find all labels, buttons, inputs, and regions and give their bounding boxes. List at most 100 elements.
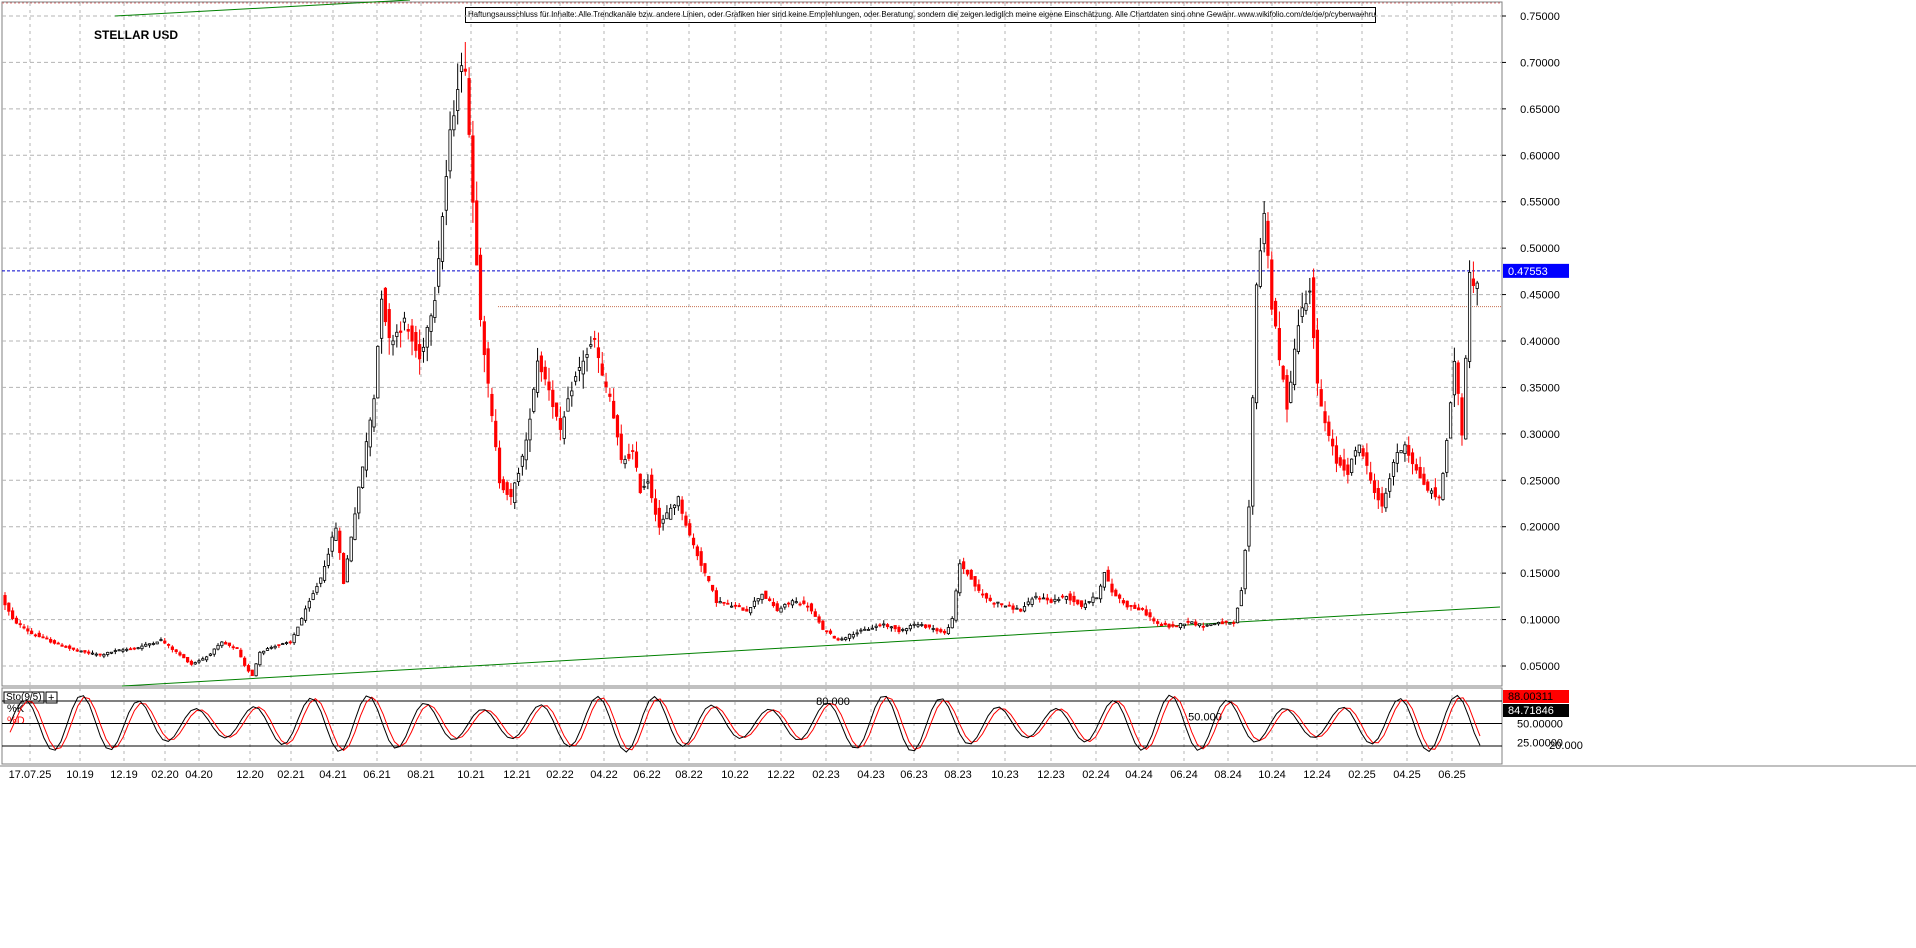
candle-body <box>1144 609 1148 616</box>
candle-body <box>551 389 555 408</box>
candle-body <box>262 650 266 654</box>
candle-body <box>558 418 563 430</box>
candle-body <box>992 602 996 605</box>
candle-body <box>1384 492 1388 509</box>
candle-body <box>1247 506 1251 547</box>
y-tick-label: 0.25000 <box>1520 475 1560 487</box>
candle-body <box>920 624 924 626</box>
candle-body <box>653 498 658 515</box>
candle-body <box>593 338 597 340</box>
x-tick-label: 08.23 <box>944 769 972 781</box>
candle-body <box>981 593 985 596</box>
candle-body <box>1357 444 1361 454</box>
candle-body <box>851 634 855 638</box>
candle-body <box>1315 329 1320 384</box>
candle-body <box>1304 303 1308 311</box>
x-tick-label: 04.24 <box>1125 769 1153 781</box>
candle-body <box>741 607 745 611</box>
candle-body <box>220 641 224 647</box>
candle-body <box>1007 604 1011 607</box>
stoch-k-legend: %K <box>7 703 25 715</box>
candle-body <box>117 649 121 652</box>
candle-body <box>1467 271 1472 362</box>
candle-body <box>246 665 251 672</box>
candle-body <box>554 402 559 417</box>
x-tick-label: 10.19 <box>66 769 94 781</box>
candle-body <box>600 363 604 376</box>
disclaimer-box: Haftungsausschluss für Inhalte: Alle Tre… <box>465 7 1376 23</box>
candle-body <box>535 360 540 393</box>
candle-body <box>459 65 464 72</box>
stoch-expand-plus: + <box>48 692 54 704</box>
candle-body <box>775 603 779 612</box>
candle-body <box>166 644 171 646</box>
candle-body <box>94 653 98 656</box>
stoch-d-legend: %D <box>7 715 25 727</box>
candle-body <box>1194 621 1198 626</box>
candle-body <box>726 602 730 605</box>
candle-body <box>402 317 407 323</box>
candle-body <box>1395 452 1399 464</box>
x-tick-label: 06.23 <box>900 769 928 781</box>
candle-body <box>722 601 726 604</box>
candle-body <box>75 649 79 652</box>
candle-body <box>300 618 304 626</box>
candle-body <box>1361 448 1365 457</box>
candle-body <box>585 354 589 358</box>
y-tick-label: 0.05000 <box>1520 661 1560 673</box>
candle-body <box>231 646 235 649</box>
candle-body <box>885 624 890 628</box>
candle-body <box>650 474 654 499</box>
candle-body <box>813 611 817 617</box>
candle-body <box>322 566 327 581</box>
candle-body <box>433 300 437 318</box>
candle-body <box>714 590 718 603</box>
candle-body <box>113 650 117 652</box>
candle-body <box>1273 300 1278 327</box>
candle-body <box>771 601 776 607</box>
candle-body <box>1053 598 1057 602</box>
candle-body <box>1346 464 1350 475</box>
candle-body <box>79 650 83 653</box>
candle-body <box>387 309 391 339</box>
y-tick-label: 0.65000 <box>1520 104 1560 116</box>
x-tick-label: 12.22 <box>767 769 795 781</box>
candle-body <box>646 481 650 484</box>
y-tick-label: 0.35000 <box>1520 382 1560 394</box>
candle-body <box>170 646 174 650</box>
x-tick-label: 04.25 <box>1393 769 1421 781</box>
candle-body <box>383 287 388 323</box>
candle-body <box>421 346 426 352</box>
candle-body <box>1407 445 1411 456</box>
candle-body <box>1372 480 1377 493</box>
candle-body <box>1003 605 1008 608</box>
candle-body <box>353 513 357 540</box>
candle-body <box>418 344 422 360</box>
candle-body <box>943 630 947 634</box>
candle-body <box>296 626 300 636</box>
candle-body <box>56 642 60 645</box>
candle-body <box>733 604 737 607</box>
stoch-d-line <box>9 695 1481 752</box>
candle-body <box>604 381 608 388</box>
candle-body <box>7 602 11 612</box>
candle-body <box>513 482 517 504</box>
candle-body <box>1403 444 1407 454</box>
candle-body <box>1140 608 1145 610</box>
stoch-k-line <box>9 694 1481 753</box>
candle-body <box>471 135 475 203</box>
candle-body <box>623 459 627 465</box>
candle-body <box>185 656 190 663</box>
x-tick-label: 12.21 <box>503 769 531 781</box>
candle-body <box>760 593 764 601</box>
candle-body <box>444 176 448 211</box>
candle-body <box>749 607 753 614</box>
candle-body <box>1011 605 1015 610</box>
stoch-k-value-badge <box>1503 690 1569 703</box>
candle-body <box>406 328 410 332</box>
candle-body <box>969 569 973 580</box>
candle-body <box>1399 450 1403 454</box>
candle-body <box>18 623 22 626</box>
candle-body <box>1433 487 1437 498</box>
candle-body <box>1045 597 1049 601</box>
